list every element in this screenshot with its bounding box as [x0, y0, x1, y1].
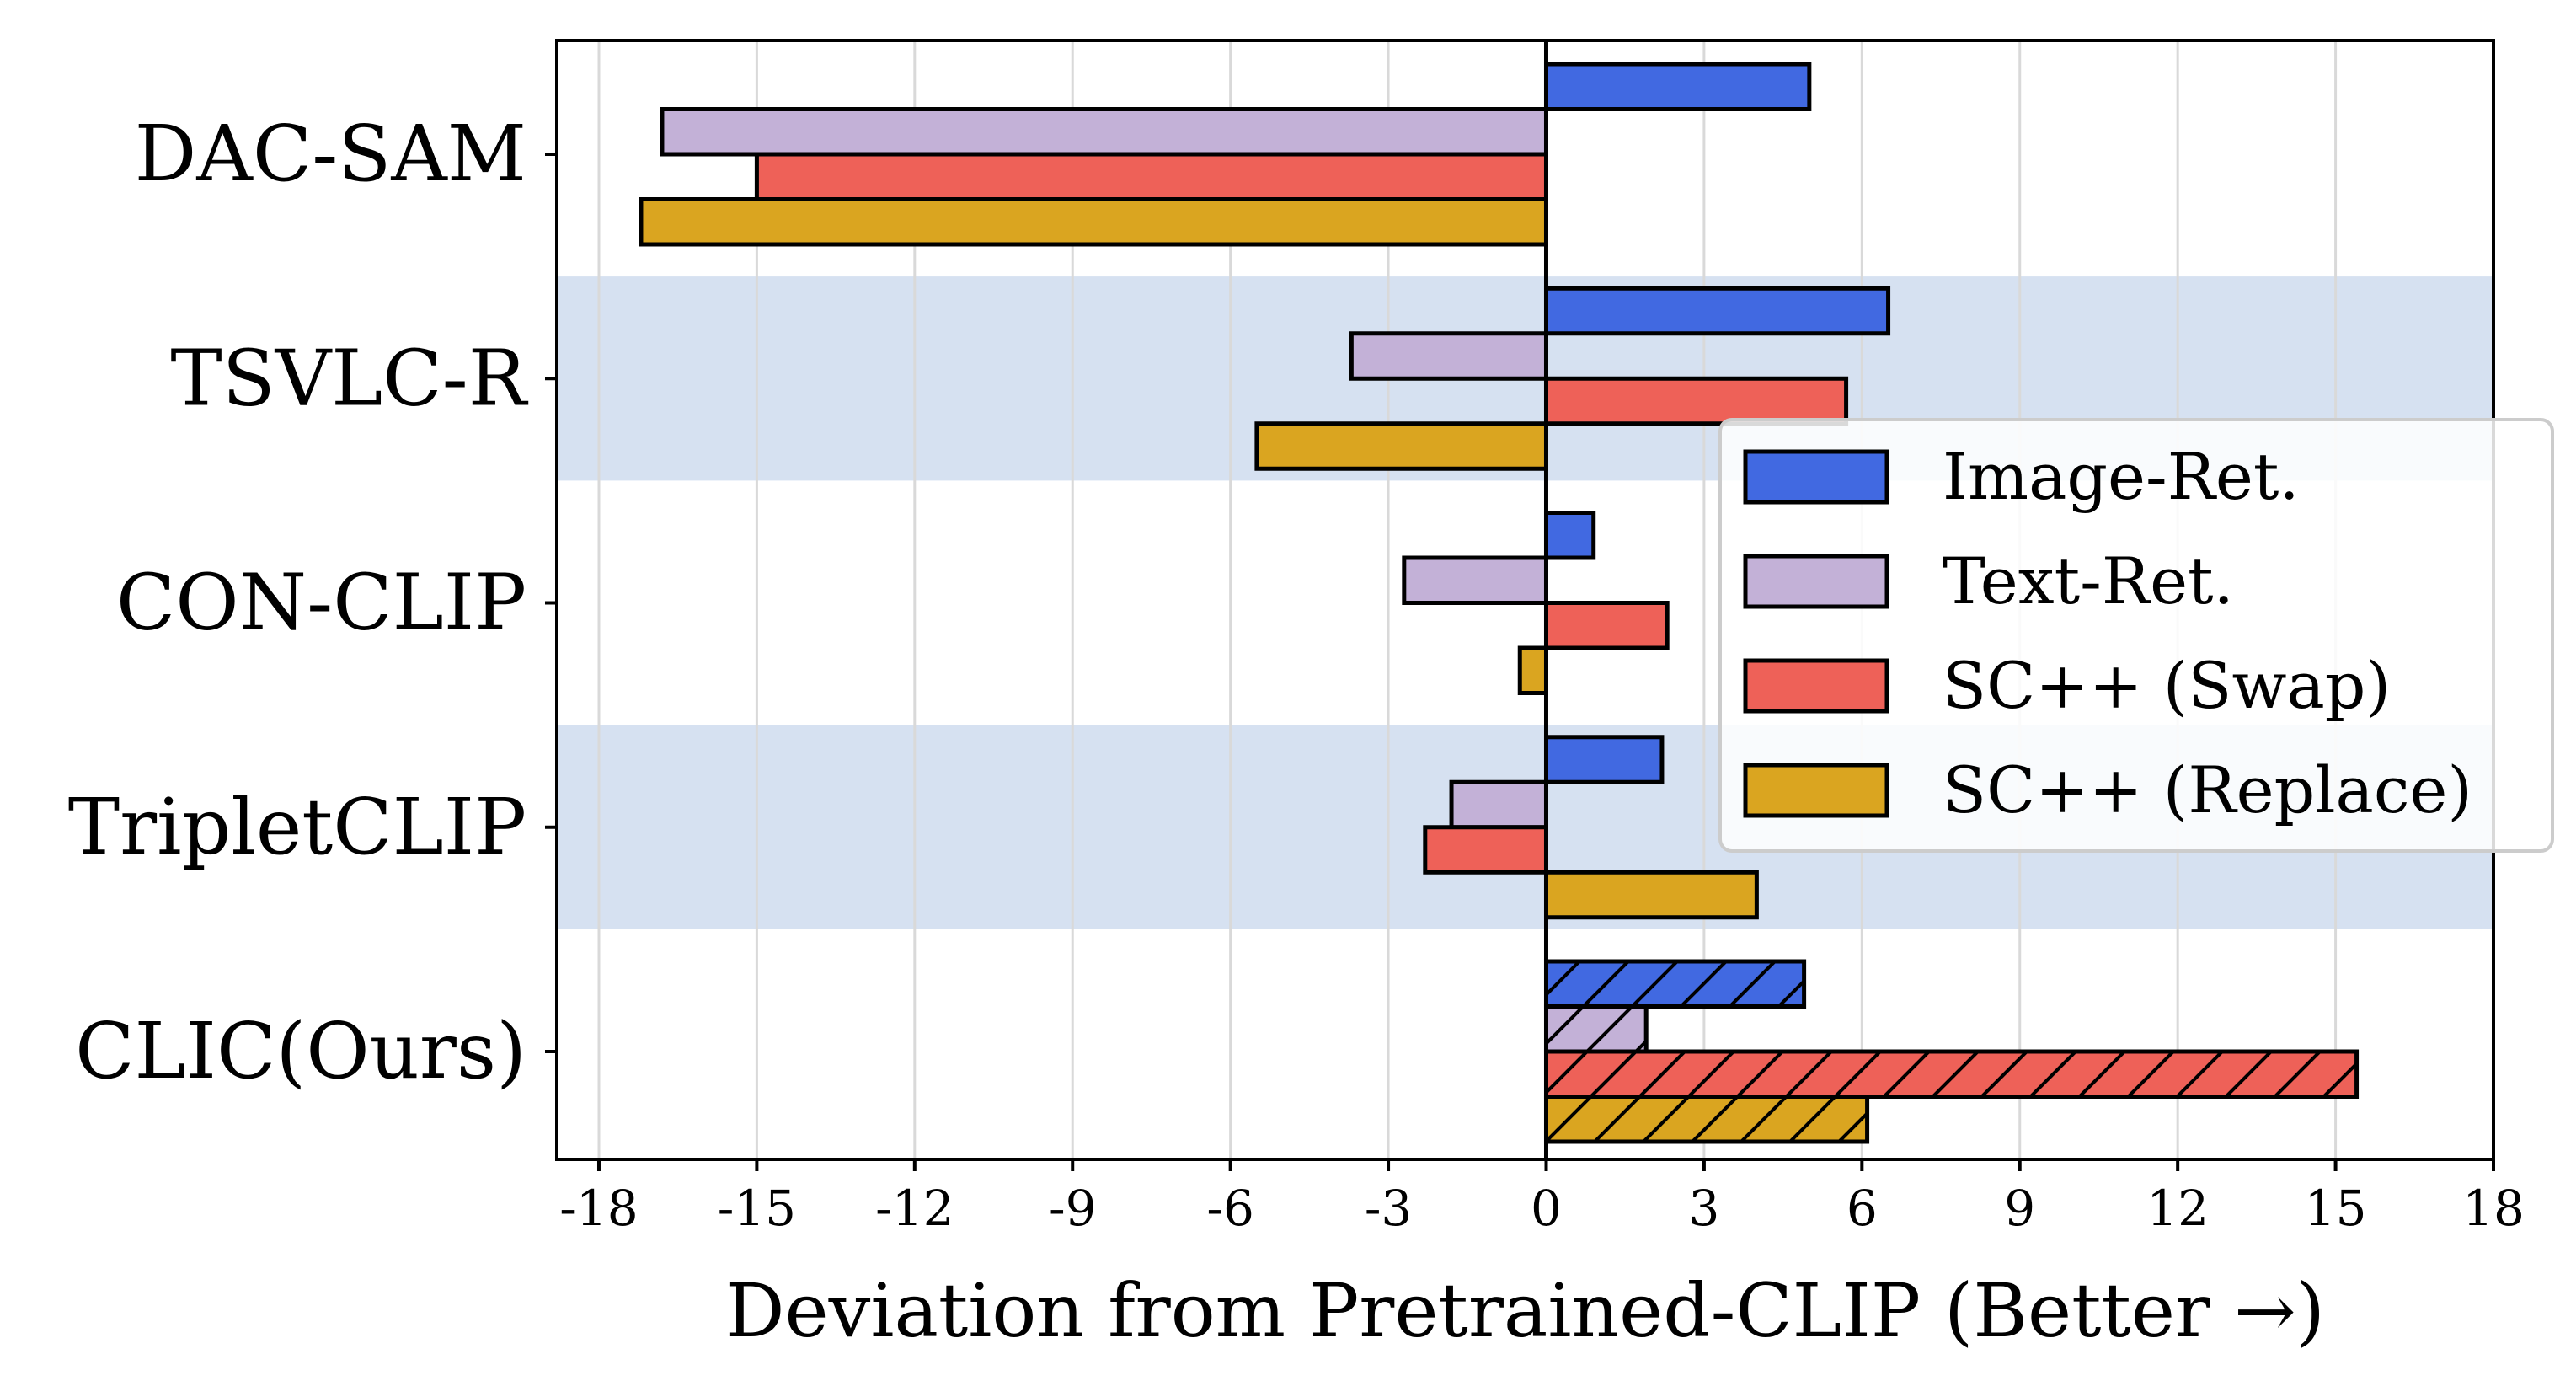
- bar-con-clip-image-ret: [1543, 511, 1596, 560]
- x-tick-label: -3: [1365, 1180, 1413, 1237]
- legend: Image-Ret. Text-Ret. SC++ (Swap) SC++ (Repl…: [1718, 418, 2554, 853]
- x-tick-label: 9: [2004, 1180, 2035, 1237]
- y-ticks: DAC-SAM TSVLC-R CON-CLIP TripletCLIP CLIC(Ou…: [68, 109, 557, 1096]
- bar-dac-sam-sc-replace: [639, 197, 1548, 247]
- bar-con-clip-sc-swap: [1543, 601, 1670, 650]
- x-tick-label: 6: [1846, 1180, 1878, 1237]
- bar-tsvlc-r-sc-replace: [1254, 421, 1548, 471]
- legend-label-image-ret: Image-Ret.: [1943, 439, 2300, 514]
- x-tick-label: 0: [1531, 1180, 1562, 1237]
- category-label-clic-ours: CLIC(Ours): [75, 1006, 526, 1096]
- legend-label-text-ret: Text-Ret.: [1943, 543, 2234, 618]
- category-label-con-clip: CON-CLIP: [116, 558, 526, 648]
- x-tick-label: 15: [2305, 1180, 2367, 1237]
- x-tick-label: -6: [1206, 1180, 1254, 1237]
- legend-label-sc-swap: SC++ (Swap): [1943, 648, 2391, 723]
- bar-hatch-clic-ours-image-ret: [1546, 961, 1804, 1007]
- bar-tripletclip-sc-swap: [1423, 825, 1548, 875]
- bar-dac-sam-sc-swap: [754, 152, 1548, 201]
- bar-tripletclip-sc-replace: [1543, 870, 1759, 920]
- category-label-dac-sam: DAC-SAM: [135, 109, 526, 199]
- bar-tsvlc-r-text-ret: [1349, 331, 1548, 381]
- bar-tsvlc-r-sc-swap: [1543, 376, 1849, 426]
- x-axis-title: Deviation from Pretrained-CLIP (Better →…: [725, 1267, 2325, 1354]
- category-label-tripletclip: TripletCLIP: [68, 782, 526, 872]
- x-tick-label: -9: [1049, 1180, 1097, 1237]
- bar-tripletclip-text-ret: [1449, 779, 1548, 830]
- x-tick-label: 18: [2462, 1180, 2525, 1237]
- bar-dac-sam-image-ret: [1543, 62, 1812, 111]
- legend-swatch-sc-replace: [1743, 763, 1889, 818]
- legend-swatch-image-ret: [1743, 449, 1889, 505]
- legend-label-sc-replace: SC++ (Replace): [1943, 752, 2472, 827]
- bar-tsvlc-r-image-ret: [1543, 286, 1891, 336]
- x-ticks: -18 -15 -12 -9 -6 -3 0 3 6 9 12 15 18: [559, 1159, 2525, 1237]
- x-tick-label: -18: [559, 1180, 638, 1237]
- bar-hatch-clic-ours-sc-replace: [1546, 1096, 1868, 1142]
- x-tick-label: -15: [718, 1180, 796, 1237]
- bar-hatch-clic-ours-text-ret: [1546, 1006, 1647, 1052]
- x-tick-label: 12: [2146, 1180, 2209, 1237]
- legend-swatch-sc-swap: [1743, 658, 1889, 714]
- bar-con-clip-sc-replace: [1517, 645, 1548, 695]
- bar-tripletclip-image-ret: [1543, 735, 1665, 784]
- category-label-tsvlc-r: TSVLC-R: [170, 333, 528, 423]
- bar-hatch-clic-ours-sc-swap: [1546, 1052, 2357, 1097]
- legend-box: [1718, 418, 2554, 853]
- legend-swatch-text-ret: [1743, 554, 1889, 609]
- bar-con-clip-text-ret: [1402, 555, 1548, 605]
- x-tick-label: 3: [1688, 1180, 1719, 1237]
- bars: [639, 62, 2360, 1144]
- bar-dac-sam-text-ret: [660, 107, 1548, 157]
- x-tick-label: -12: [875, 1180, 954, 1237]
